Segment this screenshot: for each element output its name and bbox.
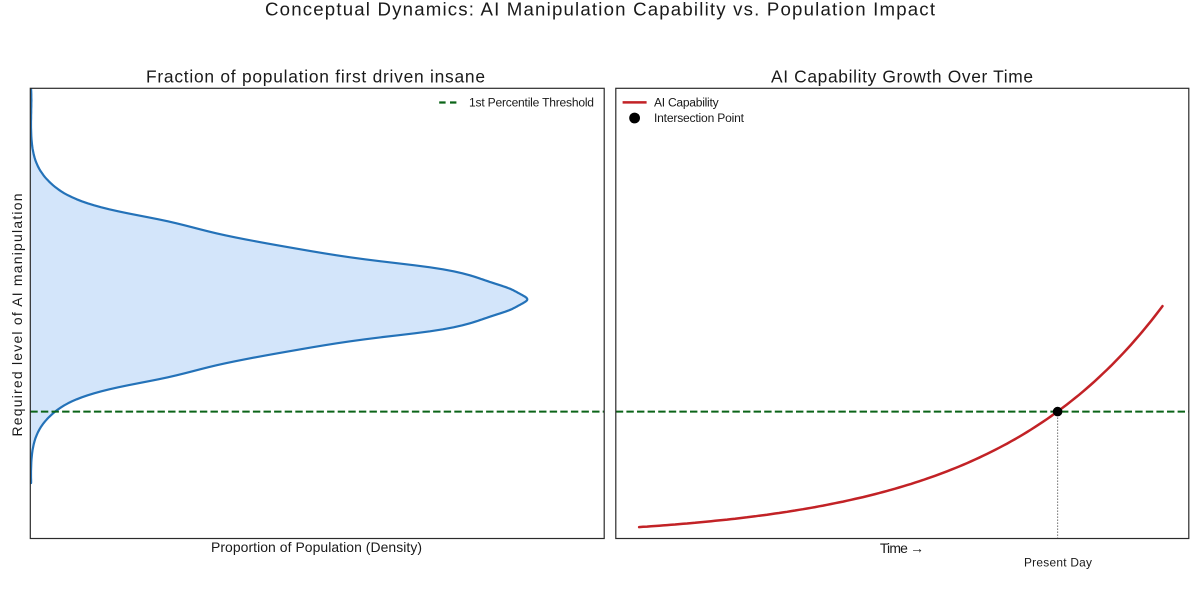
svg-text:Conceptual Dynamics: AI Manipu: Conceptual Dynamics: AI Manipulation Cap… (265, 0, 936, 20)
svg-text:AI Capability Growth Over Time: AI Capability Growth Over Time (771, 67, 1033, 87)
svg-text:Intersection Point: Intersection Point (654, 111, 745, 125)
svg-text:1st Percentile Threshold: 1st Percentile Threshold (469, 96, 594, 110)
svg-text:AI Capability: AI Capability (654, 96, 719, 110)
svg-text:Proportion of Population (Dens: Proportion of Population (Density) (211, 539, 422, 555)
svg-text:Present Day: Present Day (1024, 556, 1092, 570)
svg-text:Time →: Time → (880, 540, 924, 556)
svg-text:Fraction of population first d: Fraction of population first driven insa… (146, 67, 485, 87)
svg-text:Required level of AI manipulat: Required level of AI manipulation (9, 194, 25, 437)
